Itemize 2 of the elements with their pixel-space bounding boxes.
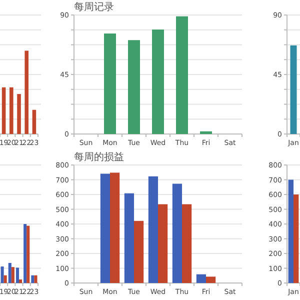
chart-title: 每周的损益 (74, 151, 124, 163)
chart-title: 每周记录 (74, 1, 114, 13)
